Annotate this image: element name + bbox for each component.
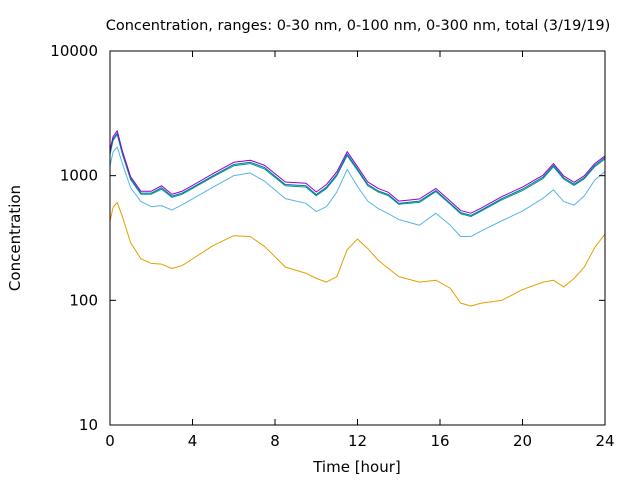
series-line-5 xyxy=(109,130,606,214)
y-tick-label: 1000 xyxy=(60,167,98,185)
x-tick-label: 20 xyxy=(513,432,532,450)
x-tick-label: 8 xyxy=(270,432,280,450)
plot-frame xyxy=(109,50,606,426)
x-tick-label: 4 xyxy=(188,432,198,450)
y-tick-label: 10 xyxy=(79,416,98,434)
y-axis-label: Concentration xyxy=(6,185,24,291)
chart-title: Concentration, ranges: 0-30 nm, 0-100 nm… xyxy=(106,18,611,34)
y-axis: 10 100 1000 10000 xyxy=(50,42,605,434)
series-line-3 xyxy=(109,133,606,218)
y-tick-label: 100 xyxy=(69,291,98,309)
y-tick-label: 10000 xyxy=(50,42,98,60)
series-line-1 xyxy=(109,201,606,307)
x-tick-label: 12 xyxy=(348,432,367,450)
series-line-4 xyxy=(109,132,606,216)
x-axis-label: Time [hour] xyxy=(312,458,401,476)
series-layer xyxy=(109,130,606,307)
x-tick-label: 0 xyxy=(105,432,115,450)
x-tick-label: 24 xyxy=(595,432,614,450)
x-tick-label: 16 xyxy=(430,432,449,450)
x-axis: 0 4 8 12 16 20 24 xyxy=(105,51,615,450)
series-line-2 xyxy=(109,146,606,238)
